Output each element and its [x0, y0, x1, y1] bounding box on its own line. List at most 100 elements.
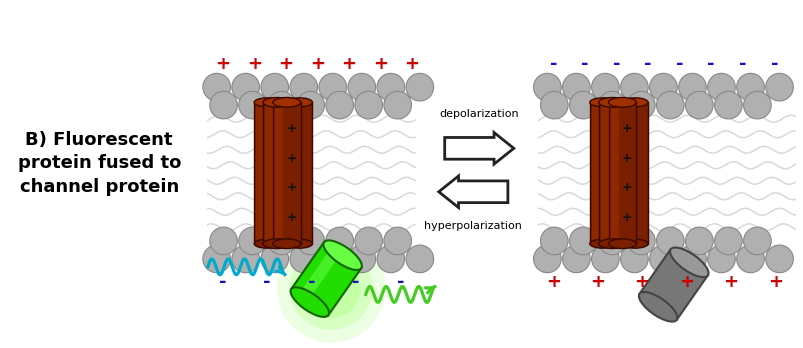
Circle shape	[656, 91, 683, 119]
Circle shape	[620, 245, 647, 273]
Text: +: +	[341, 55, 356, 73]
Text: +: +	[634, 274, 649, 291]
Circle shape	[678, 245, 705, 273]
Text: hyperpolarization: hyperpolarization	[424, 221, 522, 231]
Text: +: +	[767, 274, 782, 291]
Ellipse shape	[622, 239, 647, 248]
Circle shape	[354, 91, 382, 119]
Text: -: -	[675, 55, 683, 73]
Circle shape	[276, 234, 385, 343]
Circle shape	[714, 91, 741, 119]
Circle shape	[649, 245, 676, 273]
Ellipse shape	[608, 239, 635, 248]
Circle shape	[319, 245, 346, 273]
Ellipse shape	[589, 98, 615, 107]
Ellipse shape	[598, 97, 626, 107]
Text: +: +	[622, 181, 632, 194]
Circle shape	[649, 73, 676, 101]
Circle shape	[569, 91, 597, 119]
Circle shape	[540, 227, 568, 255]
Text: +: +	[622, 211, 632, 224]
Circle shape	[591, 245, 618, 273]
Text: -: -	[738, 55, 746, 73]
Ellipse shape	[638, 292, 677, 322]
Text: +: +	[247, 55, 261, 73]
Text: +: +	[373, 55, 388, 73]
Circle shape	[210, 91, 237, 119]
Circle shape	[383, 91, 411, 119]
Circle shape	[591, 73, 618, 101]
Text: +: +	[404, 55, 419, 73]
Circle shape	[261, 245, 288, 273]
Ellipse shape	[622, 98, 647, 107]
Text: -: -	[707, 55, 714, 73]
Circle shape	[597, 227, 626, 255]
Ellipse shape	[287, 98, 312, 107]
Circle shape	[377, 245, 404, 273]
Bar	[608, 102, 635, 244]
Polygon shape	[638, 249, 707, 320]
Bar	[263, 102, 291, 244]
Text: +: +	[679, 274, 693, 291]
Ellipse shape	[254, 239, 279, 248]
Text: -: -	[548, 55, 556, 73]
Bar	[254, 102, 279, 244]
Text: -: -	[643, 55, 651, 73]
Circle shape	[261, 73, 288, 101]
Circle shape	[685, 227, 712, 255]
Circle shape	[202, 245, 230, 273]
Ellipse shape	[608, 97, 635, 107]
Bar	[288, 102, 296, 244]
Circle shape	[620, 73, 647, 101]
Circle shape	[533, 73, 560, 101]
Circle shape	[678, 73, 705, 101]
Circle shape	[533, 245, 560, 273]
Circle shape	[267, 227, 295, 255]
Circle shape	[319, 73, 346, 101]
Text: -: -	[218, 274, 226, 291]
Circle shape	[289, 247, 372, 330]
Circle shape	[383, 227, 411, 255]
Circle shape	[707, 73, 735, 101]
Circle shape	[296, 91, 324, 119]
Circle shape	[301, 259, 361, 318]
Text: +: +	[286, 122, 296, 135]
Circle shape	[562, 73, 589, 101]
Circle shape	[707, 245, 735, 273]
Ellipse shape	[272, 239, 300, 248]
Bar	[622, 102, 647, 244]
Circle shape	[238, 91, 266, 119]
Text: -: -	[396, 274, 404, 291]
Text: +: +	[545, 274, 560, 291]
Ellipse shape	[287, 239, 312, 248]
Text: +: +	[622, 152, 632, 165]
Bar	[598, 102, 626, 244]
Ellipse shape	[263, 239, 291, 248]
Circle shape	[743, 227, 770, 255]
Circle shape	[626, 227, 654, 255]
Circle shape	[231, 245, 259, 273]
Circle shape	[348, 73, 375, 101]
Circle shape	[540, 91, 568, 119]
Ellipse shape	[290, 287, 328, 317]
Circle shape	[656, 227, 683, 255]
Ellipse shape	[669, 247, 707, 277]
Circle shape	[736, 73, 764, 101]
Text: -: -	[770, 55, 777, 73]
Ellipse shape	[598, 239, 626, 248]
Circle shape	[736, 245, 764, 273]
FancyArrow shape	[438, 176, 507, 207]
Circle shape	[296, 227, 324, 255]
Circle shape	[743, 91, 770, 119]
Text: +: +	[309, 55, 324, 73]
Text: +: +	[589, 274, 605, 291]
Circle shape	[325, 91, 353, 119]
Text: +: +	[278, 55, 293, 73]
Circle shape	[597, 91, 626, 119]
Bar	[256, 102, 263, 244]
Circle shape	[348, 245, 375, 273]
Ellipse shape	[323, 240, 361, 270]
Bar	[275, 102, 283, 244]
Bar	[272, 102, 300, 244]
Text: -: -	[581, 55, 588, 73]
